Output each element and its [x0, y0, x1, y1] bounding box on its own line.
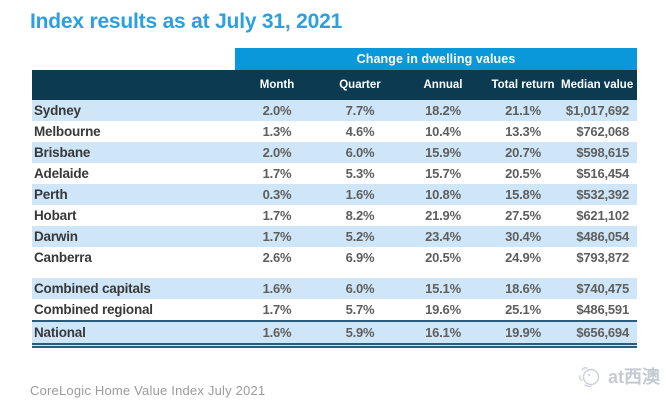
table-row: Adelaide 1.7% 5.3% 15.7% 20.5% $516,454 — [32, 163, 637, 184]
value-cell: $621,102 — [576, 208, 629, 223]
value-cell: 4.6% — [345, 124, 375, 139]
value-cell: 5.3% — [345, 166, 375, 181]
table-row: Brisbane 2.0% 6.0% 15.9% 20.7% $598,615 — [32, 142, 637, 163]
table-body: Sydney 2.0% 7.7% 18.2% 21.1% $1,017,692 Melbou… — [32, 100, 637, 348]
value-cell: 10.8% — [425, 187, 461, 202]
value-cell: 6.9% — [345, 250, 375, 265]
value-cell: 1.7% — [262, 166, 292, 181]
table-row: Combined regional 1.7% 5.7% 19.6% 25.1% $486,… — [32, 299, 637, 321]
value-cell: 5.7% — [345, 302, 375, 317]
value-cell: 15.9% — [425, 145, 461, 160]
row-label: Melbourne — [34, 124, 101, 139]
value-cell: 21.9% — [425, 208, 461, 223]
column-header: Median value — [561, 70, 637, 100]
value-cell: 1.3% — [262, 124, 292, 139]
value-cell: 15.1% — [425, 281, 461, 296]
value-cell: 18.6% — [505, 281, 541, 296]
value-cell: 1.6% — [262, 281, 292, 296]
row-label: Combined capitals — [34, 281, 151, 296]
row-label: Sydney — [34, 103, 81, 118]
value-cell: $1,017,692 — [565, 103, 629, 118]
column-header: Quarter — [319, 70, 401, 100]
value-cell: 15.7% — [425, 166, 461, 181]
column-header: Annual — [401, 70, 485, 100]
value-cell: 27.5% — [505, 208, 541, 223]
value-cell: 20.5% — [505, 166, 541, 181]
value-cell: $740,475 — [576, 281, 629, 296]
value-cell: 1.6% — [235, 320, 319, 348]
value-cell: 6.0% — [345, 281, 375, 296]
index-results-table: Month Quarter Annual Total return Median val… — [32, 70, 637, 348]
value-cell: $532,392 — [576, 187, 629, 202]
value-cell: $793,872 — [576, 250, 629, 265]
table-row: Perth 0.3% 1.6% 10.8% 15.8% $532,392 — [32, 184, 637, 205]
sketch-logo-icon — [577, 364, 603, 388]
value-cell: 18.2% — [425, 103, 461, 118]
value-cell: $486,591 — [576, 302, 629, 317]
watermark: at西澳 — [577, 363, 660, 389]
value-cell: 20.5% — [425, 250, 461, 265]
index-results-table-wrap: Change in dwelling values Month Quarter An… — [32, 48, 637, 348]
row-label: Canberra — [34, 250, 92, 265]
value-cell: 1.7% — [262, 229, 292, 244]
value-cell: $762,068 — [576, 124, 629, 139]
watermark-label: at西澳 — [607, 367, 660, 387]
value-cell: 19.6% — [425, 302, 461, 317]
table-row: Sydney 2.0% 7.7% 18.2% 21.1% $1,017,692 — [32, 100, 637, 121]
value-cell: 25.1% — [505, 302, 541, 317]
row-label: Adelaide — [34, 166, 89, 181]
table-row: Hobart 1.7% 8.2% 21.9% 27.5% $621,102 — [32, 205, 637, 226]
row-label-header — [32, 70, 235, 100]
value-cell: 24.9% — [505, 250, 541, 265]
value-cell: 2.0% — [262, 145, 292, 160]
table-row: Canberra 2.6% 6.9% 20.5% 24.9% $793,872 — [32, 247, 637, 268]
row-label: Perth — [34, 187, 68, 202]
value-cell: 0.3% — [262, 187, 292, 202]
table-row: Darwin 1.7% 5.2% 23.4% 30.4% $486,054 — [32, 226, 637, 247]
value-cell: 10.4% — [425, 124, 461, 139]
value-cell: 5.9% — [319, 320, 401, 348]
row-label: Hobart — [34, 208, 77, 223]
column-header: Total return — [485, 70, 561, 100]
column-header: Month — [235, 70, 319, 100]
page-title: Index results as at July 31, 2021 — [30, 10, 343, 33]
spacer-cell — [32, 268, 637, 278]
column-group-header: Change in dwelling values — [235, 48, 637, 70]
header-row: Month Quarter Annual Total return Median val… — [32, 70, 637, 100]
value-cell: $486,054 — [576, 229, 629, 244]
row-label: National — [32, 320, 235, 348]
value-cell: 6.0% — [345, 145, 375, 160]
value-cell: 20.7% — [505, 145, 541, 160]
value-cell: 19.9% — [485, 320, 561, 348]
row-label: Brisbane — [34, 145, 91, 160]
value-cell: 15.8% — [505, 187, 541, 202]
value-cell: 30.4% — [505, 229, 541, 244]
value-cell: 1.7% — [262, 302, 292, 317]
value-cell: 16.1% — [401, 320, 485, 348]
value-cell: 2.6% — [262, 250, 292, 265]
value-cell: $656,694 — [561, 320, 637, 348]
table-row: Melbourne 1.3% 4.6% 10.4% 13.3% $762,068 — [32, 121, 637, 142]
value-cell: 1.6% — [345, 187, 375, 202]
value-cell: 8.2% — [345, 208, 375, 223]
value-cell: 1.7% — [262, 208, 292, 223]
value-cell: $516,454 — [576, 166, 629, 181]
value-cell: 21.1% — [505, 103, 541, 118]
source-note: CoreLogic Home Value Index July 2021 — [30, 383, 266, 398]
row-label: Combined regional — [34, 302, 153, 317]
value-cell: 2.0% — [262, 103, 292, 118]
value-cell: $598,615 — [576, 145, 629, 160]
table-row: National 1.6% 5.9% 16.1% 19.9% $656,694 — [32, 320, 637, 348]
table-row: Combined capitals 1.6% 6.0% 15.1% 18.6% $740,… — [32, 278, 637, 299]
row-label: Darwin — [34, 229, 78, 244]
value-cell: 5.2% — [345, 229, 375, 244]
value-cell: 7.7% — [345, 103, 375, 118]
section-spacer — [32, 268, 637, 278]
value-cell: 13.3% — [505, 124, 541, 139]
value-cell: 23.4% — [425, 229, 461, 244]
